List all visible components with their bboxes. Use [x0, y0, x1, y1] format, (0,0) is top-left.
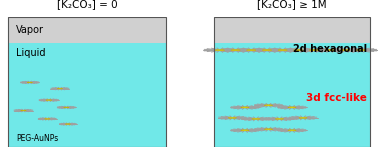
Ellipse shape: [341, 50, 350, 51]
Ellipse shape: [228, 117, 237, 118]
Text: Vapor: Vapor: [16, 25, 44, 35]
Ellipse shape: [262, 50, 271, 51]
Ellipse shape: [294, 50, 303, 51]
Bar: [8, 17, 166, 43]
Ellipse shape: [27, 82, 33, 83]
Ellipse shape: [215, 50, 225, 51]
Ellipse shape: [46, 100, 52, 101]
Ellipse shape: [246, 50, 256, 51]
Text: Liquid: Liquid: [16, 48, 45, 58]
Bar: [214, 43, 370, 147]
Ellipse shape: [275, 118, 284, 119]
Ellipse shape: [325, 50, 334, 51]
Bar: [8, 43, 166, 147]
Text: [K₂CO₃] = 0: [K₂CO₃] = 0: [57, 0, 117, 9]
Ellipse shape: [288, 130, 296, 131]
Bar: [8, 17, 166, 147]
Bar: [214, 17, 370, 147]
Ellipse shape: [231, 50, 240, 51]
Ellipse shape: [264, 105, 273, 106]
Ellipse shape: [264, 129, 273, 130]
Ellipse shape: [21, 110, 26, 111]
FancyArrow shape: [181, 83, 201, 94]
Ellipse shape: [241, 107, 249, 108]
Ellipse shape: [299, 117, 307, 118]
Ellipse shape: [64, 107, 69, 108]
Ellipse shape: [356, 50, 366, 51]
Ellipse shape: [241, 130, 249, 131]
Ellipse shape: [45, 118, 50, 119]
Ellipse shape: [57, 88, 63, 89]
Ellipse shape: [309, 50, 319, 51]
Ellipse shape: [278, 50, 287, 51]
Text: PEG-AuNPs: PEG-AuNPs: [16, 134, 58, 143]
Ellipse shape: [252, 118, 260, 119]
Text: 3d fcc-like: 3d fcc-like: [306, 92, 367, 102]
Text: 2d hexagonal: 2d hexagonal: [293, 44, 367, 54]
Ellipse shape: [288, 107, 296, 108]
Text: [K₂CO₃] ≥ 1M: [K₂CO₃] ≥ 1M: [257, 0, 327, 9]
Bar: [214, 17, 370, 43]
